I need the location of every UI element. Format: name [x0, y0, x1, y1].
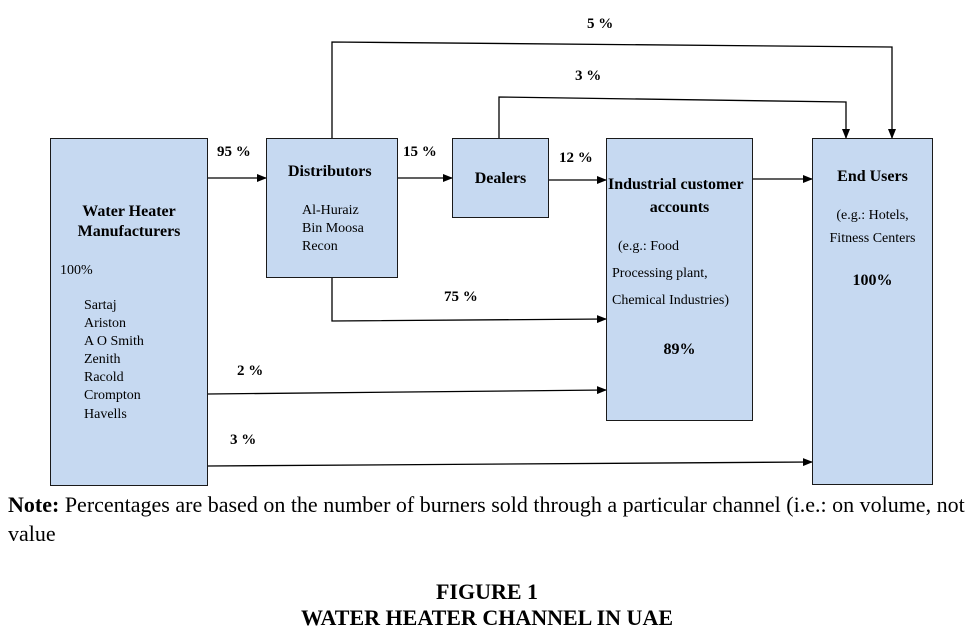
distributor-name: Al-Huraiz [302, 203, 359, 218]
arrow-manufacturers-endusers [207, 458, 813, 467]
industrial-title-1: Industrial customer [608, 176, 744, 193]
end-users-example-2: Fitness Centers [829, 231, 916, 246]
distributors-box [266, 138, 398, 278]
end-users-box [812, 138, 933, 485]
flow-label-manufacturers-endusers: 3 % [230, 432, 257, 448]
brand-item: Zenith [84, 352, 121, 367]
flow-label-distributors-dealers: 15 % [403, 144, 437, 160]
industrial-box [606, 138, 753, 421]
flow-label-manufacturers-distributors: 95 % [217, 144, 251, 160]
distributors-title: Distributors [288, 163, 372, 180]
brand-item: Racold [84, 370, 124, 385]
distributor-name: Bin Moosa [302, 221, 364, 236]
flow-label-manufacturers-industrial: 2 % [237, 363, 264, 379]
arrow-manufacturers-industrial [207, 386, 607, 395]
brand-item: A O Smith [84, 334, 144, 349]
manufacturers-title-1: Water Heater [82, 203, 176, 220]
flow-label-distributors-endusers: 5 % [587, 16, 614, 32]
brand-item: Crompton [84, 388, 141, 403]
brand-item: Sartaj [84, 298, 117, 313]
industrial-example-3: Chemical Industries) [612, 293, 730, 308]
industrial-title-2: accounts [649, 199, 710, 216]
flow-label-dealers-endusers: 3 % [575, 68, 602, 84]
distributor-name: Recon [302, 239, 338, 254]
industrial-share: 89% [663, 341, 696, 358]
dealers-box [452, 138, 549, 218]
note-label: Note: [8, 492, 60, 517]
note-text: Percentages are based on the number of b… [8, 492, 965, 546]
arrow-distributors-endusers [331, 41, 896, 139]
industrial-example-2: Processing plant, [612, 266, 708, 281]
arrow-distributors-industrial [331, 278, 607, 324]
industrial-example-1: (e.g.: Food [618, 239, 680, 254]
figure-number: FIGURE 1 [435, 579, 539, 604]
manufacturers-share: 100% [60, 263, 93, 278]
figure-title: WATER HEATER CHANNEL IN UAE [300, 605, 674, 630]
dealers-title: Dealers [474, 170, 527, 187]
end-users-title: End Users [837, 168, 908, 185]
flow-label-distributors-industrial: 75 % [444, 289, 478, 305]
flow-label-dealers-industrial: 12 % [559, 150, 593, 166]
end-users-example-1: (e.g.: Hotels, [836, 208, 909, 223]
brand-item: Havells [84, 407, 127, 422]
end-users-share: 100% [852, 272, 893, 289]
brand-item: Ariston [84, 316, 126, 331]
arrow-dealers-endusers [498, 96, 850, 139]
manufacturers-title-2: Manufacturers [77, 223, 181, 240]
manufacturers-box [50, 138, 208, 486]
figure-note: Note: Percentages are based on the numbe… [8, 490, 968, 548]
